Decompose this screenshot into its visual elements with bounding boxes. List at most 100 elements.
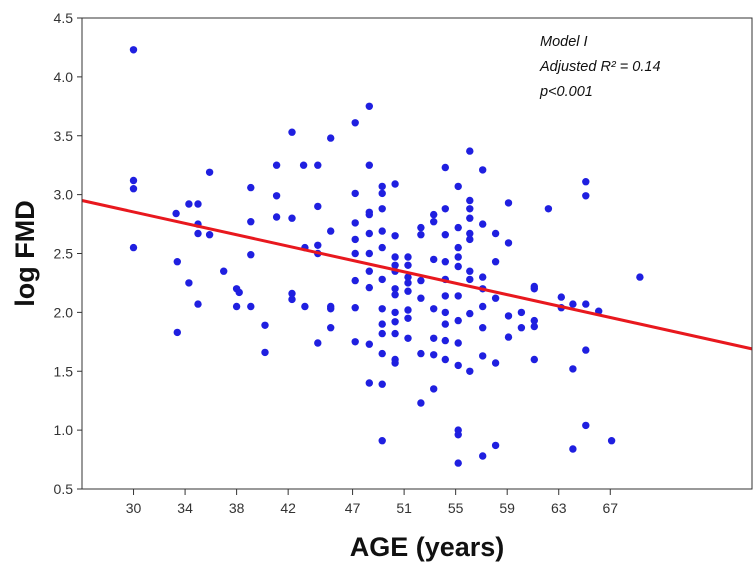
data-points [129,46,644,467]
data-point [327,134,335,142]
data-point [479,166,487,174]
data-point [391,285,399,293]
data-point [466,235,474,244]
data-point [391,180,399,188]
data-point [454,243,462,252]
data-point [391,261,399,269]
data-point [288,214,296,222]
data-point [479,324,487,332]
data-point [491,229,500,238]
y-tick-label: 1.0 [54,422,74,438]
data-point [378,275,386,284]
data-point [365,229,373,238]
data-point [272,192,281,200]
data-point [530,355,538,364]
data-point [173,258,181,266]
data-point [365,102,373,111]
data-point [504,239,513,247]
data-point [378,189,386,198]
data-point [454,223,462,232]
y-tick-label: 3.0 [54,187,74,203]
data-point [172,209,180,218]
x-tick-label: 63 [551,500,567,516]
x-tick-label: 30 [126,500,142,516]
data-point [235,288,243,297]
y-tick-label: 4.5 [54,10,74,26]
x-tick-label: 51 [396,500,412,516]
data-point [454,361,462,370]
data-point [441,163,449,172]
data-point [391,308,399,317]
data-point [569,365,577,373]
data-point [391,291,399,299]
data-point [404,306,412,314]
data-point [441,231,449,239]
data-point [365,379,373,387]
data-point [299,161,308,169]
data-point [530,285,538,293]
data-point [454,339,462,347]
data-point [351,304,359,312]
y-tick-label: 2.0 [54,304,74,320]
annotation-r-squared: Adjusted R² = 0.14 [539,59,661,75]
data-point [441,258,449,266]
data-point [417,276,425,285]
data-point [441,292,449,300]
data-point [378,329,386,338]
data-point [185,279,193,287]
data-point [466,267,474,275]
data-point [582,421,590,430]
data-point [365,283,373,292]
data-point [491,258,500,266]
data-point [327,324,335,332]
data-point [582,178,590,186]
data-point [173,328,181,337]
data-point [504,199,513,207]
data-point [441,320,449,328]
data-point [582,300,590,308]
data-point [430,305,438,313]
data-point [504,312,513,320]
x-tick-label: 67 [602,500,618,516]
data-point [479,302,487,311]
data-point [247,183,255,192]
data-point [232,302,241,311]
data-point [314,339,322,347]
data-point [327,305,335,313]
data-point [194,300,202,308]
data-point [205,168,214,176]
data-point [454,459,462,467]
data-point [314,161,322,169]
y-axis-title: log FMD [10,200,40,306]
data-point [454,292,462,300]
data-point [404,287,412,295]
data-point [417,294,425,302]
data-point [466,309,474,318]
data-point [391,329,399,338]
data-point [247,218,255,226]
data-point [417,231,425,239]
plot-frame [81,17,753,490]
data-point [582,192,590,200]
data-point [466,275,474,284]
data-point [479,352,487,360]
data-point [430,385,438,393]
data-point [491,294,500,302]
data-point [466,196,474,205]
data-point [220,267,228,275]
data-point [479,220,487,228]
data-point [314,202,322,211]
data-point [378,227,386,235]
data-point [314,241,322,249]
data-point [351,219,359,227]
data-point [441,336,449,345]
data-point [466,229,474,238]
data-point [327,227,335,235]
x-tick-label: 38 [229,500,245,516]
data-point [129,176,138,185]
data-point [378,380,386,388]
data-point [569,445,577,453]
data-point [301,302,309,311]
data-point [430,255,438,264]
